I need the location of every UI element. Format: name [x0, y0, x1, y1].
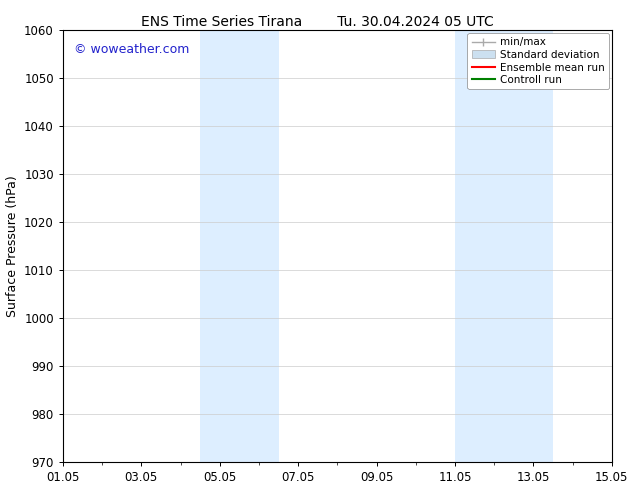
Text: © woweather.com: © woweather.com [74, 43, 189, 56]
Bar [455, 30, 553, 463]
Legend: min/max, Standard deviation, Ensemble mean run, Controll run: min/max, Standard deviation, Ensemble me… [467, 33, 609, 90]
Text: ENS Time Series Tirana        Tu. 30.04.2024 05 UTC: ENS Time Series Tirana Tu. 30.04.2024 05… [141, 15, 493, 29]
Bar [200, 30, 278, 463]
Y-axis label: Surface Pressure (hPa): Surface Pressure (hPa) [6, 175, 18, 317]
